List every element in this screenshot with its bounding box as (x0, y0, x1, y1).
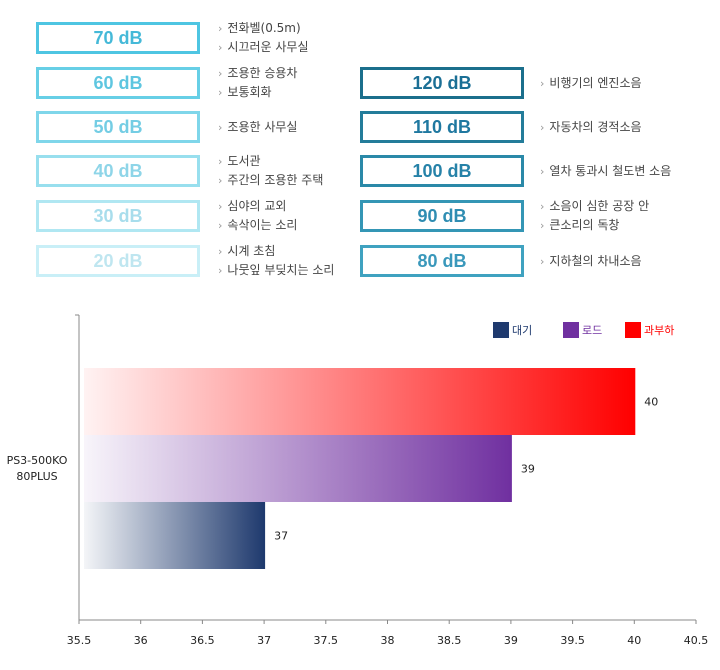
db-description-line: 시끄러운 사무실 (218, 38, 308, 57)
db-description-line: 전화벨(0.5m) (218, 19, 309, 38)
noise-bar-chart: 35.5 36 36.5 37 37.5 38 38.5 39 39.5 40 40.5 40393… (7, 314, 709, 647)
db-description: 심야의 교외속삭이는 소리 (218, 197, 297, 235)
db-level-box: 120 dB (360, 67, 524, 99)
data-label: 40 (644, 396, 658, 409)
db-description-line: 자동차의 경적소음 (540, 118, 641, 137)
bar-로드 (84, 435, 511, 502)
legend-swatch-대기 (493, 322, 509, 338)
db-description-line: 속삭이는 소리 (218, 216, 297, 235)
data-label: 37 (274, 530, 288, 543)
x-tick-label: 37 (257, 634, 271, 647)
db-description: 도서관주간의 조용한 주택 (218, 152, 323, 190)
db-level-box: 80 dB (360, 245, 524, 277)
db-description-line: 지하철의 차내소음 (540, 252, 641, 271)
x-tick-label: 38 (381, 634, 395, 647)
db-level-box: 20 dB (36, 245, 200, 277)
bars-layer (84, 368, 636, 569)
db-description: 조용한 승용차보통회화 (218, 64, 297, 102)
db-description: 소음이 심한 공장 안큰소리의 독창 (540, 197, 649, 235)
db-description: 자동차의 경적소음 (540, 118, 641, 137)
labels-layer: 40 39 37 PS3-500KO 80PLUS (7, 396, 659, 543)
db-description: 지하철의 차내소음 (540, 252, 641, 271)
legend-label: 대기 (512, 324, 532, 337)
db-description-line: 심야의 교외 (218, 197, 297, 216)
db-description-line: 비행기의 엔진소음 (540, 74, 641, 93)
db-level-box: 110 dB (360, 111, 524, 143)
db-description: 전화벨(0.5m)시끄러운 사무실 (218, 19, 309, 57)
data-label: 39 (521, 463, 535, 476)
x-tick-label: 35.5 (67, 634, 92, 647)
axes-layer: 35.5 36 36.5 37 37.5 38 38.5 39 39.5 40 40.5 (67, 314, 709, 647)
x-tick-label: 36 (134, 634, 148, 647)
category-label: PS3-500KO (7, 454, 68, 467)
x-tick-label: 39.5 (560, 634, 585, 647)
db-description-line: 보통회화 (218, 83, 297, 102)
db-level-box: 70 dB (36, 22, 200, 54)
x-tick-label: 40.5 (684, 634, 709, 647)
db-level-box: 100 dB (360, 155, 524, 187)
x-tick-label: 39 (504, 634, 518, 647)
db-description: 비행기의 엔진소음 (540, 74, 641, 93)
db-description: 시계 초침나뭇잎 부딪치는 소리 (218, 242, 334, 280)
x-tick-label: 38.5 (437, 634, 462, 647)
db-description-line: 시계 초침 (218, 242, 334, 261)
x-tick-label: 40 (627, 634, 641, 647)
db-level-box: 60 dB (36, 67, 200, 99)
db-level-box: 30 dB (36, 200, 200, 232)
legend-label: 과부하 (644, 323, 674, 337)
db-level-box: 40 dB (36, 155, 200, 187)
db-level-box: 50 dB (36, 111, 200, 143)
chart-legend: 대기 로드 과부하 (493, 322, 674, 338)
legend-swatch-로드 (563, 322, 579, 338)
db-description-line: 조용한 사무실 (218, 118, 297, 137)
bar-대기 (84, 502, 265, 569)
db-description-line: 소음이 심한 공장 안 (540, 197, 649, 216)
db-description-line: 큰소리의 독창 (540, 216, 649, 235)
db-description: 열차 통과시 철도변 소음 (540, 162, 671, 181)
db-description-line: 나뭇잎 부딪치는 소리 (218, 261, 334, 280)
x-tick-label: 36.5 (190, 634, 215, 647)
db-level-box: 90 dB (360, 200, 524, 232)
db-description-line: 도서관 (218, 152, 323, 171)
db-description: 조용한 사무실 (218, 118, 297, 137)
x-tick-label: 37.5 (314, 634, 339, 647)
legend-label: 로드 (582, 324, 602, 337)
db-description-line: 열차 통과시 철도변 소음 (540, 162, 671, 181)
db-description-line: 조용한 승용차 (218, 64, 297, 83)
legend-swatch-과부하 (625, 322, 641, 338)
db-description-line: 주간의 조용한 주택 (218, 171, 323, 190)
bar-과부하 (84, 368, 635, 435)
category-label: 80PLUS (16, 470, 57, 483)
